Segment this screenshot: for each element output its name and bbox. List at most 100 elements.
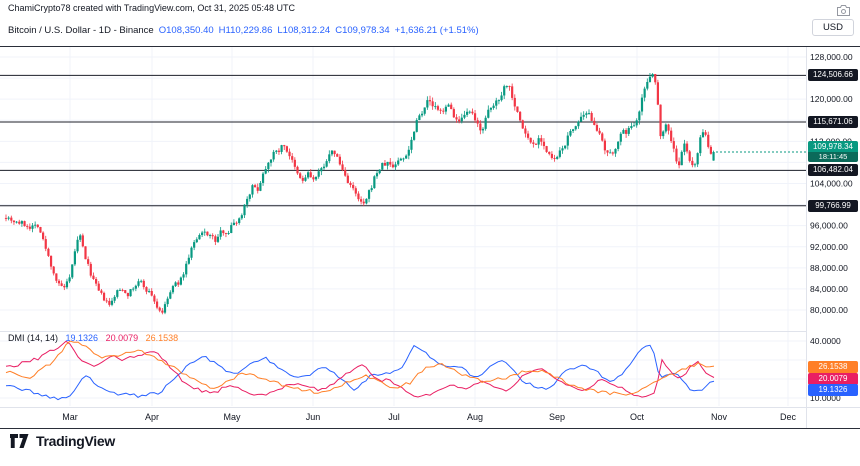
candle-body	[678, 161, 681, 166]
candle-body	[577, 121, 580, 127]
candle-body	[4, 217, 8, 219]
candle-body	[638, 111, 641, 121]
currency-button[interactable]: USD	[811, 19, 854, 36]
attribution-bar: ChamiCrypto78 created with TradingView.c…	[8, 3, 295, 13]
candle-body	[132, 288, 135, 290]
candle-body	[49, 255, 53, 267]
candle-body	[542, 141, 546, 147]
candle-body	[452, 109, 455, 118]
candle-body	[336, 154, 339, 157]
price-tick-label: 128,000.00	[810, 52, 853, 62]
candle-body	[301, 177, 304, 181]
symbol-title[interactable]: Bitcoin / U.S. Dollar - 1D - Binance	[8, 25, 154, 36]
candle-body	[428, 100, 432, 102]
candle-body	[129, 289, 132, 297]
candle-body	[185, 263, 188, 275]
candle-body	[243, 204, 246, 216]
candle-body	[84, 246, 87, 260]
candle-body	[508, 86, 511, 87]
candle-body	[52, 266, 55, 274]
candle-body	[675, 148, 678, 162]
candle-body	[166, 298, 169, 305]
dmi-tick-label: 40.0000	[810, 336, 841, 346]
candle-body	[632, 125, 636, 127]
candle-body	[558, 150, 561, 157]
candle-body	[108, 300, 111, 305]
candle-body	[487, 109, 490, 118]
candle-body	[648, 76, 652, 82]
price-level-badge: 124,506.66	[808, 69, 858, 82]
candle-body	[57, 280, 61, 284]
candle-body	[564, 145, 567, 149]
dmi-adx-badge: 26.1538	[808, 361, 858, 374]
candle-body	[707, 134, 710, 147]
candle-body	[163, 304, 167, 313]
candle-body	[519, 111, 522, 121]
ohlc-close: C109,978.34	[335, 25, 390, 36]
candle-body	[187, 257, 190, 264]
candle-body	[579, 116, 583, 122]
tradingview-wordmark: TradingView	[36, 433, 115, 449]
candle-body	[513, 97, 516, 107]
candle-body	[662, 131, 665, 137]
change-value: +1,636.21 (+1.51%)	[394, 25, 479, 36]
candle-body	[68, 277, 71, 282]
candle-body	[450, 104, 453, 110]
candle-body	[254, 185, 257, 188]
candle-body	[214, 236, 217, 242]
candle-body	[145, 287, 148, 292]
candle-body	[561, 148, 564, 151]
tradingview-logo[interactable]: TradingView	[10, 433, 115, 449]
candle-body	[89, 263, 92, 276]
candle-body	[590, 113, 593, 121]
candle-body	[354, 188, 357, 194]
candle-body	[436, 106, 440, 110]
candle-body	[664, 124, 667, 132]
dmi-line-plus-di	[5, 344, 715, 401]
candle-body	[148, 291, 151, 292]
candle-body	[556, 156, 559, 159]
candle-body	[304, 177, 307, 181]
candle-body	[142, 280, 145, 288]
candle-body	[431, 101, 434, 107]
candle-body	[420, 113, 424, 116]
candle-body	[476, 120, 479, 124]
candle-body	[264, 169, 267, 174]
candle-body	[330, 150, 334, 155]
candle-body	[617, 141, 620, 149]
candle-body	[208, 235, 212, 236]
candle-body	[415, 120, 418, 132]
candle-body	[277, 150, 281, 152]
candle-body	[360, 199, 363, 202]
candle-body	[357, 193, 360, 200]
candle-body	[391, 164, 394, 168]
candle-body	[625, 130, 628, 134]
candle-body	[471, 111, 474, 114]
candle-body	[322, 166, 326, 169]
candle-body	[670, 130, 673, 142]
candle-body	[489, 108, 493, 110]
candle-body	[317, 171, 320, 177]
camera-icon[interactable]	[837, 5, 850, 16]
candle-body	[285, 146, 288, 152]
candle-body	[656, 82, 659, 105]
candle-body	[174, 282, 177, 287]
candle-body	[116, 290, 119, 297]
dmi-title[interactable]: DMI (14, 14)	[8, 333, 59, 343]
candle-body	[691, 160, 694, 166]
candle-body	[256, 187, 259, 191]
candle-body	[646, 81, 649, 89]
candle-body	[601, 133, 604, 141]
candle-body	[534, 143, 538, 145]
candle-body	[585, 113, 588, 115]
candle-body	[582, 114, 585, 117]
candle-body	[272, 151, 275, 160]
candle-body	[606, 150, 609, 153]
candle-body	[593, 120, 596, 125]
dmi-minus-di-badge: 20.0079	[808, 372, 858, 385]
candle-body	[76, 239, 79, 252]
dmi-plus-di-badge: 19.1326	[808, 383, 858, 396]
candle-body	[73, 251, 76, 265]
candle-body	[251, 185, 254, 195]
